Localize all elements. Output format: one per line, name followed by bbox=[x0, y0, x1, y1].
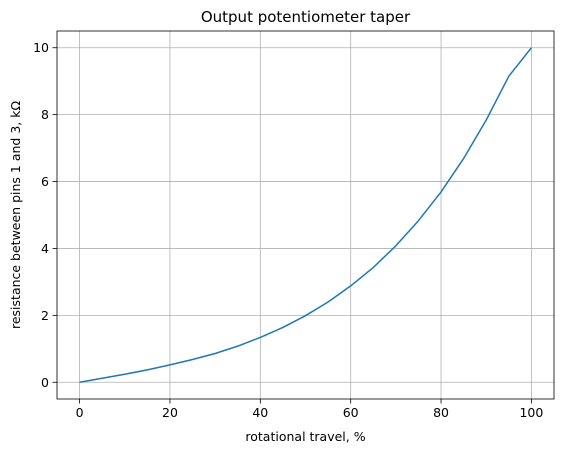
y-axis-label: resistance between pins 1 and 3, kΩ bbox=[8, 101, 23, 329]
x-tick-label: 100 bbox=[519, 405, 543, 420]
x-tick-label: 0 bbox=[76, 405, 84, 420]
x-axis-label: rotational travel, % bbox=[245, 429, 365, 444]
grid bbox=[57, 31, 554, 399]
x-tick-label: 80 bbox=[433, 405, 449, 420]
y-tick-label: 8 bbox=[41, 107, 49, 122]
y-tick-label: 10 bbox=[33, 40, 49, 55]
series-layer bbox=[79, 47, 532, 384]
ticks: 0 20 40 60 80 100 0 2 4 6 8 10 bbox=[33, 40, 543, 420]
series-line bbox=[79, 47, 532, 384]
y-tick-label: 4 bbox=[41, 241, 49, 256]
y-tick-label: 2 bbox=[41, 308, 49, 323]
x-tick-label: 40 bbox=[252, 405, 268, 420]
y-tick-label: 0 bbox=[41, 375, 49, 390]
x-tick-label: 20 bbox=[162, 405, 178, 420]
y-tick-label: 6 bbox=[41, 174, 49, 189]
chart-title: Output potentiometer taper bbox=[201, 8, 411, 26]
plot-frame bbox=[56, 30, 555, 400]
x-tick-label: 60 bbox=[343, 405, 359, 420]
